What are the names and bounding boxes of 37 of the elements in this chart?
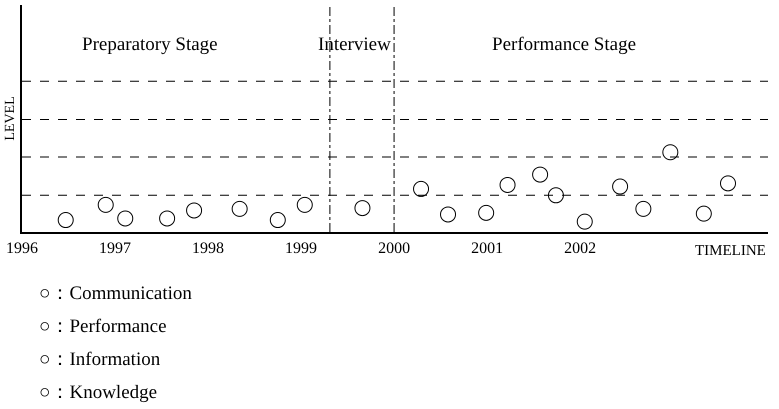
text: ○：Communication	[39, 283, 192, 304]
x-tick-label: 1996	[6, 240, 38, 258]
x-tick-label: 2000	[378, 240, 410, 258]
x-tick-label: 1997	[99, 240, 132, 258]
y-axis-title: LEVEL	[3, 96, 18, 141]
point	[548, 187, 564, 204]
point	[576, 214, 593, 230]
text: Performance Stage	[492, 34, 636, 55]
point	[159, 210, 176, 226]
point	[186, 202, 202, 218]
point	[635, 200, 652, 217]
text: ○：Information	[39, 349, 161, 370]
point	[98, 196, 114, 213]
point	[720, 175, 736, 192]
x-axis-title: TIMELINE	[695, 243, 766, 259]
x-tick-label: 2001	[471, 240, 504, 258]
point	[696, 206, 712, 222]
point	[58, 212, 74, 228]
point	[117, 210, 134, 226]
x-tick-label: 1999	[285, 240, 318, 258]
point	[413, 180, 430, 197]
point	[440, 206, 456, 222]
point	[478, 204, 494, 221]
point	[296, 196, 313, 213]
text: Preparatory Stage	[82, 34, 218, 55]
point	[500, 176, 516, 193]
x-tick-label: 2002	[564, 240, 596, 258]
point	[270, 212, 286, 228]
point	[612, 178, 628, 195]
point	[354, 200, 370, 216]
point	[532, 166, 548, 183]
text: ○：Performance	[39, 316, 167, 337]
text: Interview	[318, 34, 392, 55]
x-tick-label: 1998	[192, 240, 224, 258]
text: ○：Knowledge	[39, 382, 158, 403]
point	[662, 144, 678, 160]
point	[232, 200, 248, 217]
